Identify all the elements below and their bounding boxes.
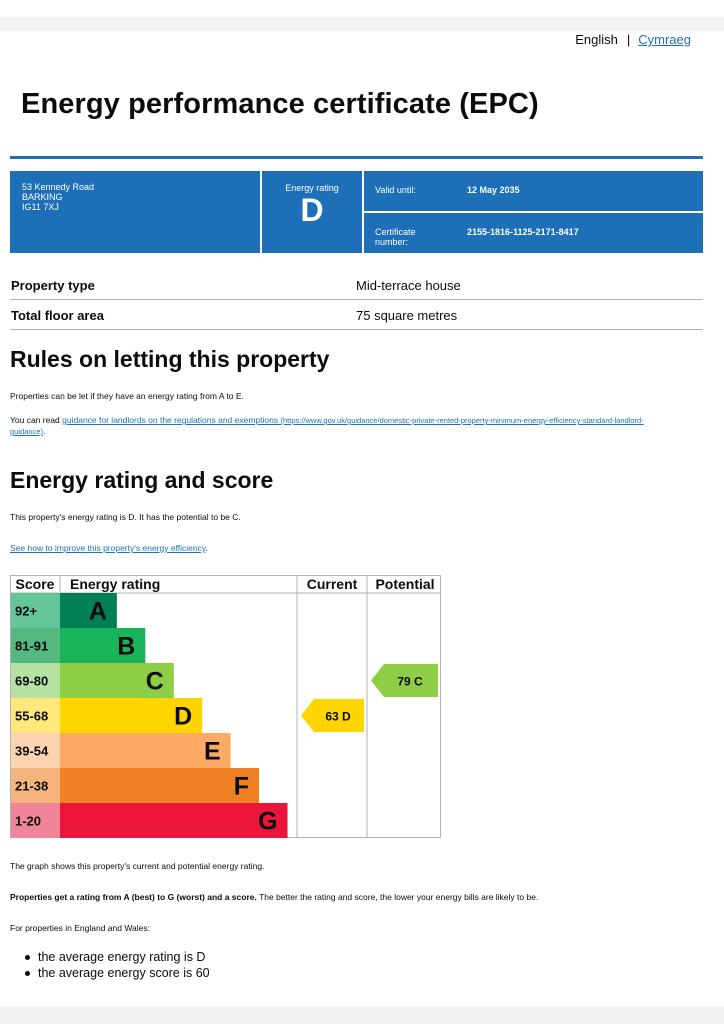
energy-rating-chart: Score Energy rating Current Potential 92+ A 81… xyxy=(10,575,441,838)
band-bar-d xyxy=(60,698,203,733)
rating-explanation: Properties get a rating from A (best) to… xyxy=(10,892,700,903)
certificate-label-2: number: xyxy=(375,237,409,247)
graph-caption: The graph shows this property's current … xyxy=(10,861,265,871)
score-cell-d xyxy=(11,698,60,733)
score-label-b: 81-91 xyxy=(15,639,48,654)
floor-area-value: 75 square metres xyxy=(356,308,458,323)
bullet-icon xyxy=(25,971,30,976)
band-letter-d: D xyxy=(174,703,192,731)
band-letter-a: A xyxy=(89,598,107,626)
chart-header-2: Energy rating xyxy=(70,576,160,592)
score-label-f: 21-38 xyxy=(15,779,48,794)
landlord-guidance-url-2: guidance) xyxy=(10,427,43,436)
letting-heading: Rules on letting this property xyxy=(10,346,330,372)
landlord-guidance-url-1: (https://www.gov.uk/guidance/domestic-pr… xyxy=(280,416,644,425)
england-wales-intro: For properties in England and Wales: xyxy=(10,923,151,933)
energy-rating-box: Energy rating D xyxy=(262,171,362,253)
language-switcher: English | Cymraeg xyxy=(575,32,691,48)
top-bar xyxy=(0,17,724,31)
certificate-label-1: Certificate xyxy=(375,227,416,237)
score-label-c: 69-80 xyxy=(15,674,48,689)
energy-rating-value: D xyxy=(300,192,324,228)
chart-header-3: Current xyxy=(307,576,358,592)
band-letter-b: B xyxy=(117,633,135,661)
current-rating-arrow xyxy=(301,699,364,732)
property-type-value: Mid-terrace house xyxy=(356,278,461,293)
title-divider xyxy=(10,156,703,159)
average-list: the average energy rating is D the avera… xyxy=(25,949,210,981)
list-item: the average energy rating is D xyxy=(25,949,210,965)
band-bar-a xyxy=(60,593,117,628)
score-cell-e xyxy=(11,733,60,768)
improve-paragraph: See how to improve this property's energ… xyxy=(10,543,700,554)
band-letter-g: G xyxy=(258,808,277,836)
address-line-3: IG11 7XJ xyxy=(22,202,59,212)
potential-rating-label: 79 C xyxy=(397,675,423,689)
chart-header-4: Potential xyxy=(375,576,434,592)
improve-suffix: . xyxy=(205,543,208,553)
energy-rating-paragraph: This property's energy rating is D. It h… xyxy=(10,512,241,522)
score-label-g: 1-20 xyxy=(15,814,41,829)
score-label-a: 92+ xyxy=(15,604,37,619)
band-letter-e: E xyxy=(204,738,221,766)
score-cell-b xyxy=(11,628,60,663)
letting-paragraph-2: You can read guidance for landlords on t… xyxy=(10,415,700,437)
bullet-icon xyxy=(25,955,30,960)
address-line-1: 53 Kennedy Road xyxy=(22,182,95,192)
energy-rating-label: Energy rating xyxy=(285,183,339,193)
letting-paragraph-2-prefix: You can read xyxy=(10,415,63,425)
score-cell-f xyxy=(11,768,60,803)
landlord-guidance-link-text: guidance for landlords on the regulation… xyxy=(62,415,279,425)
letting-paragraph-2-suffix: . xyxy=(42,426,46,436)
address-line-2: BARKING xyxy=(22,192,63,202)
rating-explanation-rest: The better the rating and score, the low… xyxy=(256,892,539,902)
score-cell-a xyxy=(11,593,60,628)
score-cell-c xyxy=(11,663,60,698)
band-bar-g xyxy=(60,803,288,838)
page-title: Energy performance certificate (EPC) xyxy=(21,88,539,120)
bottom-bar xyxy=(0,1006,724,1024)
valid-until-value: 12 May 2035 xyxy=(467,185,520,195)
address-box: 53 Kennedy Road BARKING IG11 7XJ xyxy=(10,171,260,253)
rating-explanation-bold: Properties get a rating from A (best) to… xyxy=(10,892,257,902)
valid-until-label: Valid until: xyxy=(375,185,416,195)
landlord-guidance-link[interactable]: guidance for landlords on the regulation… xyxy=(10,415,644,436)
improve-efficiency-link[interactable]: See how to improve this property's energ… xyxy=(10,543,206,553)
language-separator: | xyxy=(626,32,631,47)
band-bar-b xyxy=(60,628,146,663)
energy-rating-heading: Energy rating and score xyxy=(10,467,274,493)
band-letter-f: F xyxy=(234,773,249,801)
language-current: English xyxy=(575,32,618,47)
property-type-label: Property type xyxy=(11,278,95,293)
average-score-text: the average energy score is 60 xyxy=(38,966,210,980)
potential-rating-arrow xyxy=(371,664,438,697)
language-link-welsh[interactable]: Cymraeg xyxy=(638,32,691,47)
band-letter-c: C xyxy=(146,668,164,696)
band-bar-f xyxy=(60,768,260,803)
average-rating-text: the average energy rating is D xyxy=(38,950,206,964)
floor-area-label: Total floor area xyxy=(11,308,104,323)
list-item: the average energy score is 60 xyxy=(25,965,210,981)
letting-paragraph-1: Properties can be let if they have an en… xyxy=(10,391,244,401)
chart-header-1: Score xyxy=(16,576,55,592)
floor-area-row: Total floor area 75 square metres xyxy=(10,300,703,330)
certificate-number-box: Certificate number: 2155-1816-1125-2171-… xyxy=(364,213,703,253)
property-type-row: Property type Mid-terrace house xyxy=(10,270,703,300)
score-label-e: 39-54 xyxy=(15,744,49,759)
current-rating-label: 63 D xyxy=(325,710,351,724)
certificate-number-value: 2155-1816-1125-2171-8417 xyxy=(467,227,579,237)
band-bar-e xyxy=(60,733,231,768)
score-label-d: 55-68 xyxy=(15,709,48,724)
valid-until-box: Valid until: 12 May 2035 xyxy=(364,171,703,211)
band-bar-c xyxy=(60,663,174,698)
epc-summary: 53 Kennedy Road BARKING IG11 7XJ Energy … xyxy=(10,171,703,254)
score-cell-g xyxy=(11,803,60,838)
